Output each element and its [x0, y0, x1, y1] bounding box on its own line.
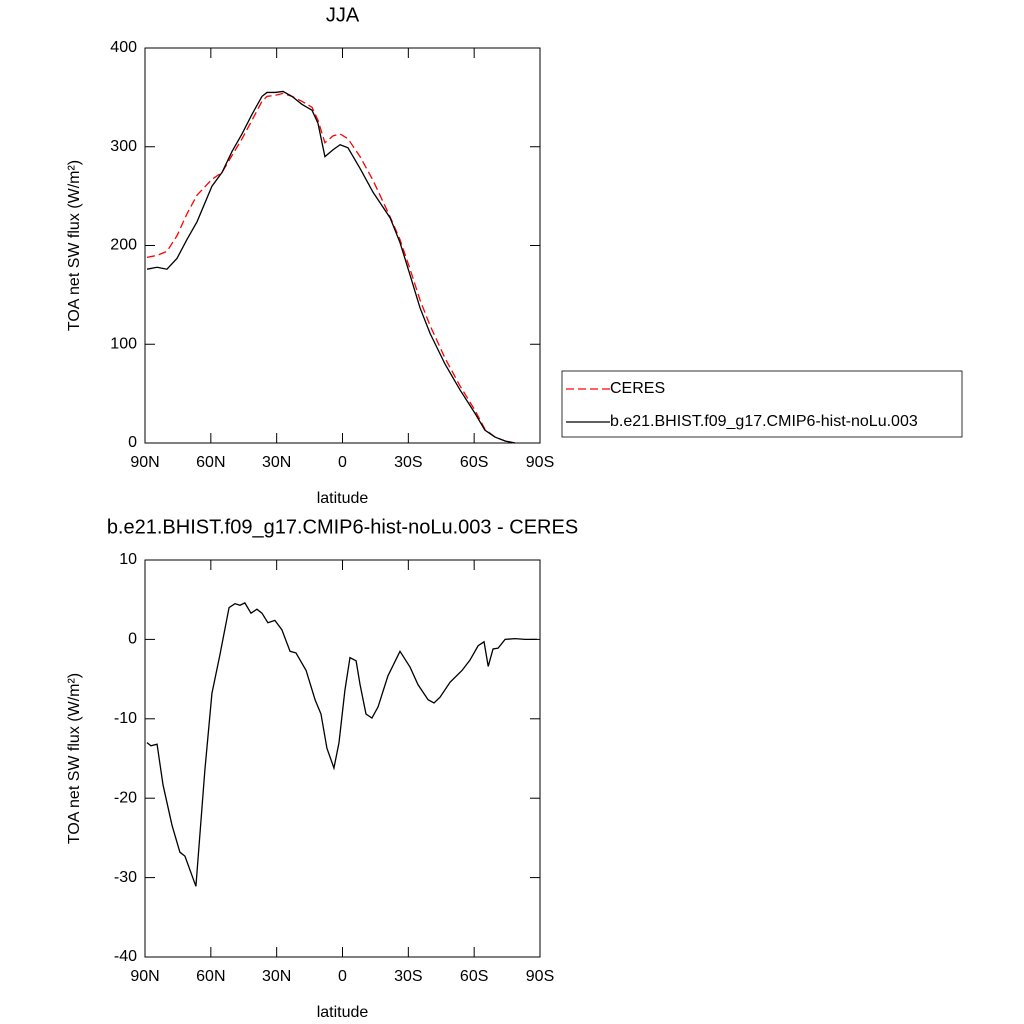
y-tick-label: -30	[114, 869, 137, 886]
plot-frame	[144, 47, 541, 444]
data-line	[146, 92, 516, 444]
x-tick-label: 30S	[394, 454, 422, 471]
y-tick-label: 100	[110, 335, 137, 352]
x-tick-label: 0	[338, 968, 347, 985]
y-axis-label: TOA net SW flux (W/m²)	[66, 673, 83, 844]
x-tick-label: 60S	[460, 454, 488, 471]
y-tick-label: 10	[119, 551, 137, 568]
x-tick-label: 30S	[394, 968, 422, 985]
x-tick-label: 60N	[196, 454, 225, 471]
x-tick-label: 90S	[526, 968, 554, 985]
x-axis-label: latitude	[317, 490, 369, 507]
y-tick-label: -40	[114, 948, 137, 965]
chart-title: JJA	[326, 4, 360, 26]
x-axis-label: latitude	[317, 1004, 369, 1021]
y-tick-label: -10	[114, 710, 137, 727]
x-tick-label: 30N	[262, 968, 291, 985]
data-line	[146, 602, 537, 887]
x-tick-label: 60N	[196, 968, 225, 985]
x-tick-label: 60S	[460, 968, 488, 985]
y-tick-label: 0	[128, 434, 137, 451]
legend-box	[561, 370, 963, 438]
y-tick-label: 200	[110, 237, 137, 254]
x-tick-label: 90S	[526, 454, 554, 471]
y-tick-label: 400	[110, 39, 137, 56]
plot-frame	[144, 559, 541, 958]
x-tick-label: 90N	[130, 454, 159, 471]
y-tick-label: 0	[128, 631, 137, 648]
legend-label: b.e21.BHIST.f09_g17.CMIP6-hist-noLu.003	[610, 413, 918, 430]
legend-label: CERES	[610, 380, 665, 397]
x-tick-label: 90N	[130, 968, 159, 985]
x-tick-label: 0	[338, 454, 347, 471]
chart-title: b.e21.BHIST.f09_g17.CMIP6-hist-noLu.003 …	[107, 516, 578, 538]
y-tick-label: 300	[110, 138, 137, 155]
x-tick-label: 30N	[262, 454, 291, 471]
y-axis-label: TOA net SW flux (W/m²)	[66, 160, 83, 331]
y-tick-label: -20	[114, 789, 137, 806]
data-line	[146, 90, 516, 444]
